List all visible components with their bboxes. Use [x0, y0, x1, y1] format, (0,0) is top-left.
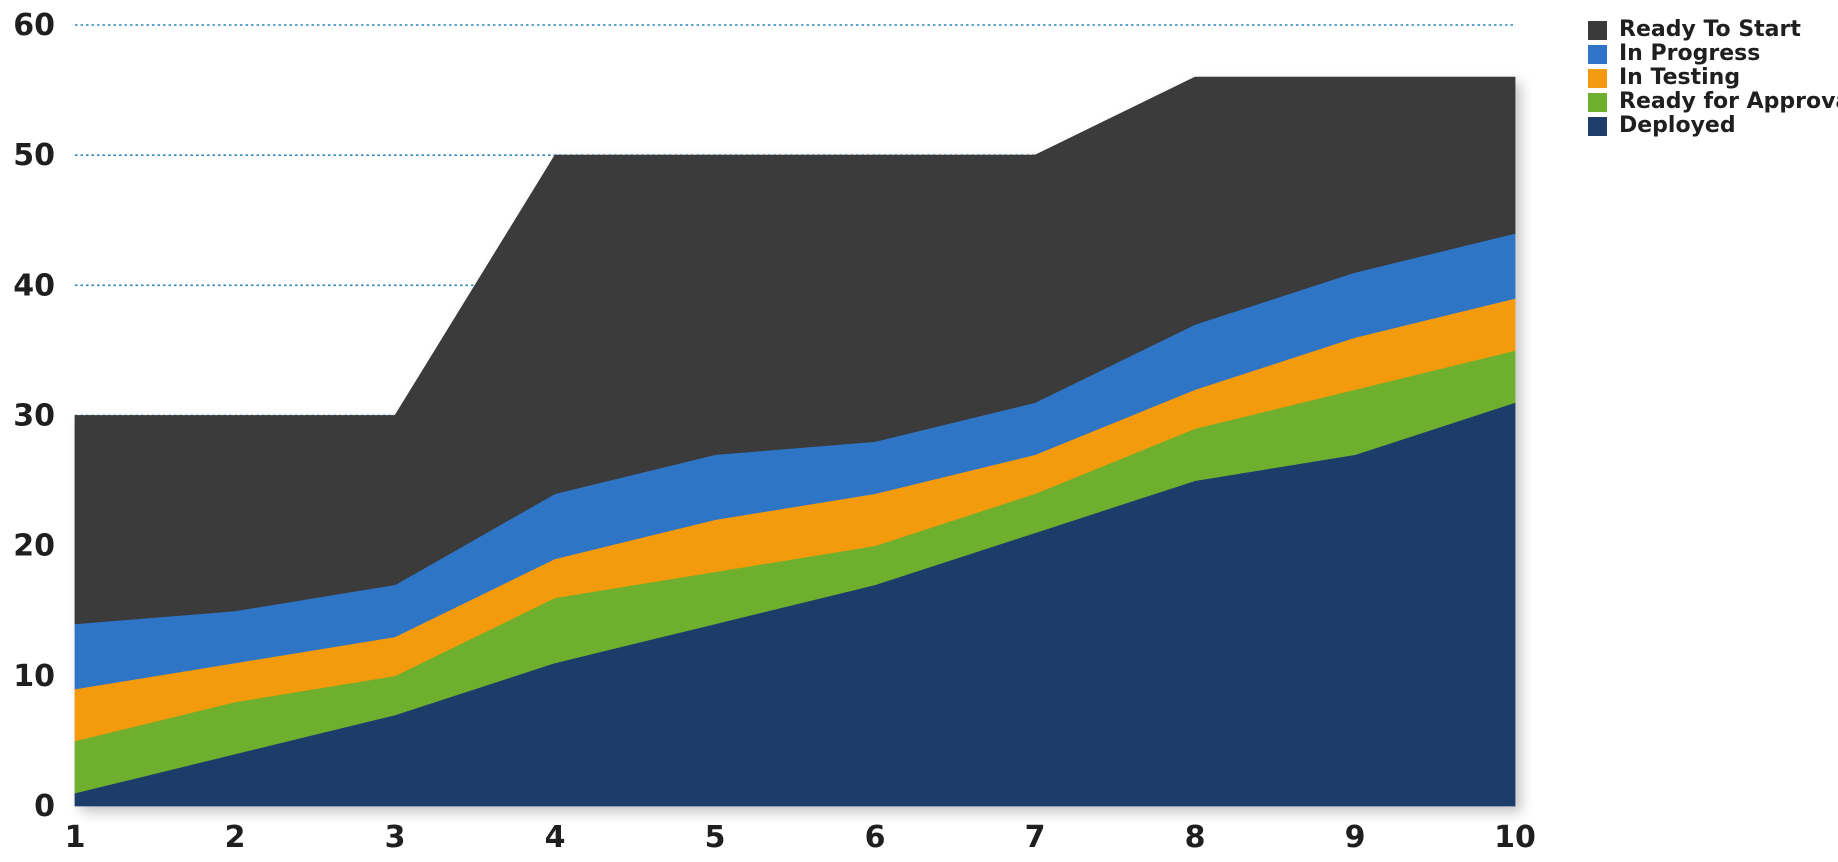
y-tick-label: 0: [34, 789, 55, 824]
y-tick-label: 30: [13, 399, 55, 434]
area-series-group: [74, 76, 1516, 807]
y-tick-label: 20: [13, 529, 55, 564]
x-tick-label: 3: [385, 820, 406, 855]
legend-swatch: [1588, 116, 1607, 136]
legend-item: Ready for Approval: [1588, 90, 1838, 114]
legend-label: In Progress: [1619, 41, 1761, 66]
legend-item: In Progress: [1588, 42, 1838, 66]
x-tick-label: 8: [1185, 820, 1206, 855]
legend-swatch: [1588, 44, 1607, 64]
legend-label: Ready To Start: [1619, 17, 1801, 42]
legend-item: Ready To Start: [1588, 18, 1838, 42]
legend-item: Deployed: [1588, 114, 1838, 138]
x-axis-ticks: 1 2 3 4 5 6 7 8 9 10: [65, 820, 1536, 855]
legend-label: Ready for Approval: [1619, 89, 1838, 114]
legend-swatch: [1588, 20, 1607, 40]
x-tick-label: 7: [1025, 820, 1046, 855]
x-tick-label: 5: [705, 820, 726, 855]
y-axis-ticks: 0 10 20 30 40 50 60: [13, 8, 55, 824]
area-ready-to-start: [74, 76, 1516, 625]
y-tick-label: 40: [13, 268, 55, 303]
x-tick-label: 4: [545, 820, 566, 855]
legend-swatch: [1588, 92, 1607, 112]
y-tick-label: 60: [13, 8, 55, 43]
x-tick-label: 9: [1345, 820, 1366, 855]
x-tick-label: 1: [65, 820, 86, 855]
y-tick-label: 50: [13, 138, 55, 173]
legend-label: In Testing: [1619, 65, 1741, 90]
legend-label: Deployed: [1619, 113, 1736, 138]
x-tick-label: 10: [1494, 820, 1536, 855]
x-tick-label: 2: [225, 820, 246, 855]
y-tick-label: 10: [13, 659, 55, 694]
x-tick-label: 6: [865, 820, 886, 855]
legend: Ready To Start In Progress In Testing Ready…: [1588, 18, 1838, 138]
legend-swatch: [1588, 68, 1607, 88]
legend-item: In Testing: [1588, 66, 1838, 90]
